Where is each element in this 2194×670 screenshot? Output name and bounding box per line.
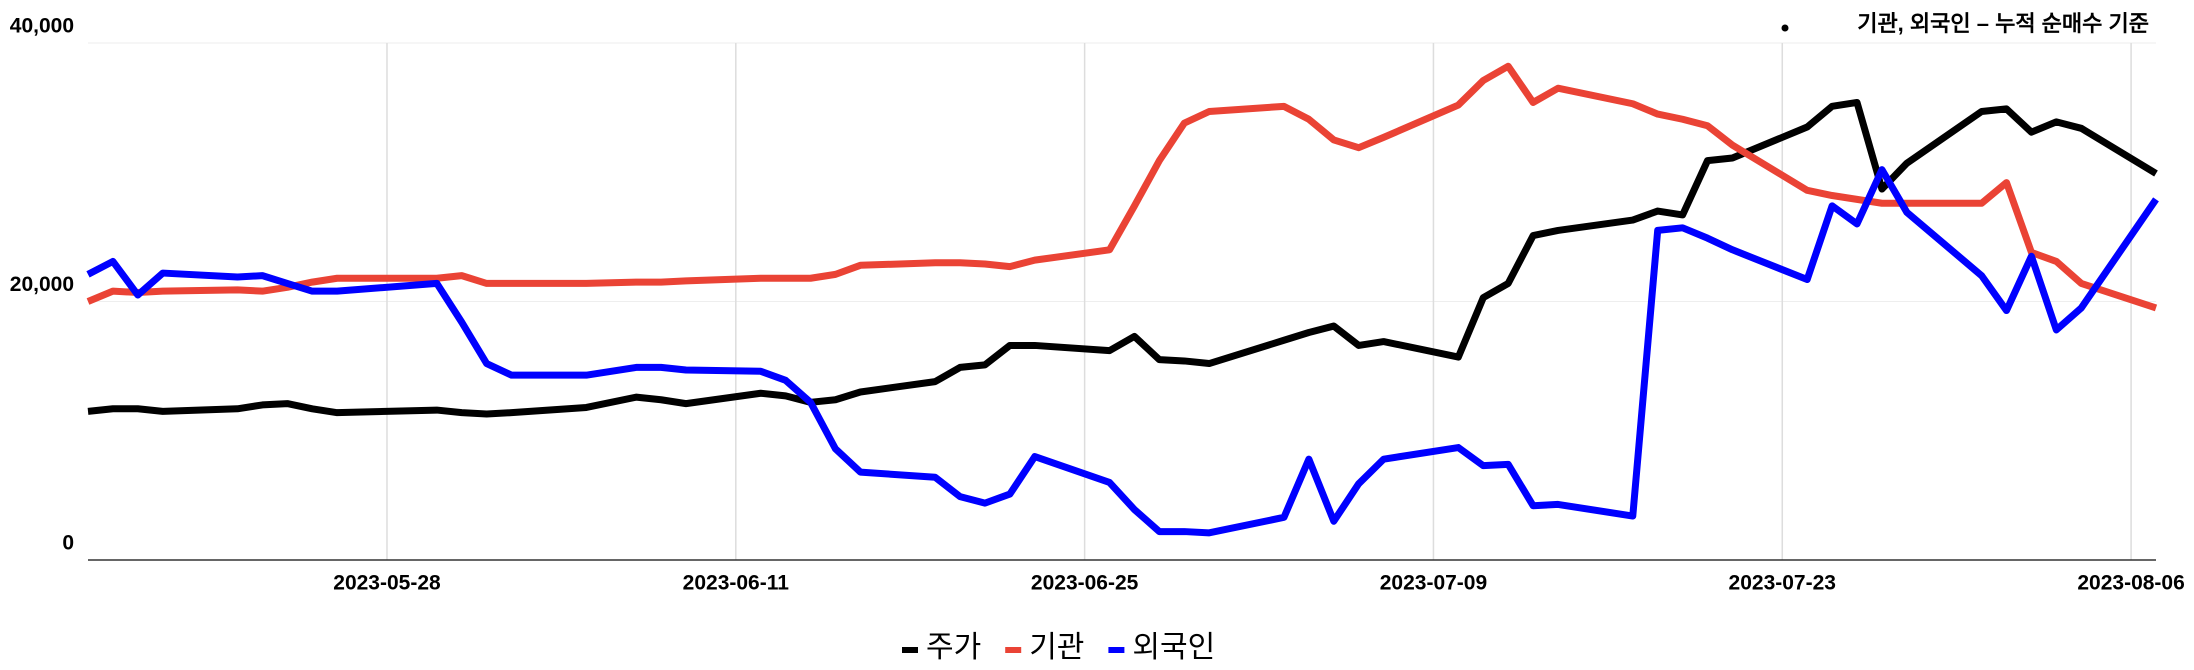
x-tick-label: 2023-06-11 xyxy=(683,572,790,595)
x-tick-label: 2023-07-23 xyxy=(1729,572,1836,595)
series-line xyxy=(86,62,2158,312)
legend-label: 주가 xyxy=(926,631,981,664)
y-tick-label: 0 xyxy=(62,532,74,555)
annotation: 기관, 외국인 – 누적 순매수 기준 xyxy=(1857,11,2149,36)
legend-label: 기관 xyxy=(1029,631,1084,664)
x-tick-label: 2023-07-09 xyxy=(1380,572,1487,595)
y-tick-label: 40,000 xyxy=(10,15,74,38)
x-tick-label: 2023-05-28 xyxy=(333,572,441,595)
series-line xyxy=(87,98,2158,418)
legend-label: 외국인 xyxy=(1132,631,1215,664)
x-tick-label: 2023-08-06 xyxy=(2077,572,2184,595)
series-line xyxy=(86,166,2159,537)
x-tick-label: 2023-06-25 xyxy=(1031,572,1139,595)
bullet xyxy=(1781,24,1789,32)
y-tick-label: 20,000 xyxy=(10,273,74,296)
